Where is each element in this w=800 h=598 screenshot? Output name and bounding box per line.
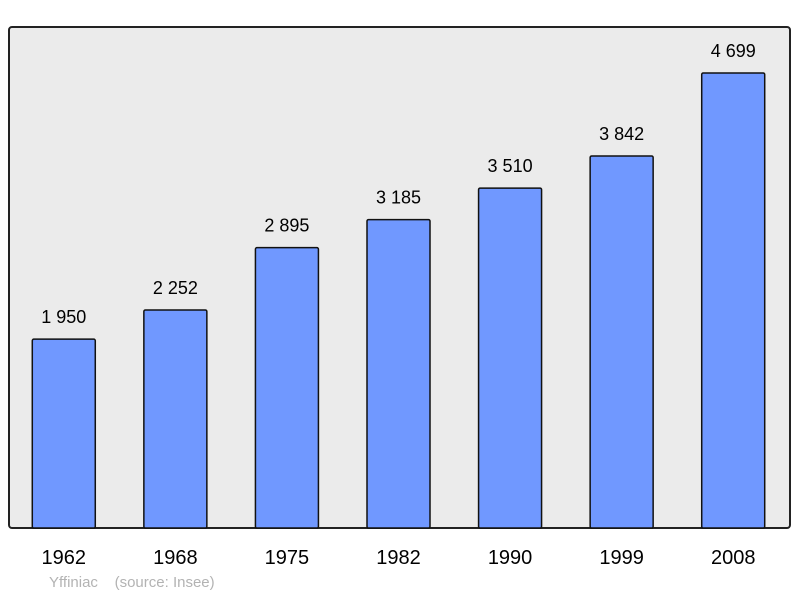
bar-1982 [366, 218, 431, 529]
bar-1999 [589, 155, 654, 529]
data-label-1990: 3 510 [488, 156, 533, 176]
x-tick-label-2008: 2008 [711, 547, 756, 569]
data-label-1999: 3 842 [599, 124, 644, 144]
x-tick-label-1962: 1962 [42, 547, 87, 569]
source-note: (source: Insee) [114, 574, 215, 591]
x-tick-label-1982: 1982 [376, 547, 421, 569]
bar-1968 [143, 309, 208, 529]
data-label-1982: 3 185 [376, 188, 421, 208]
bar-1962 [31, 338, 97, 529]
x-tick-label-1968: 1968 [153, 547, 198, 569]
place-name: Yffiniac [49, 574, 98, 591]
data-label-1975: 2 895 [264, 216, 309, 236]
chart-footer: Yffiniac (source: Insee) [49, 574, 215, 591]
x-tick-label-1990: 1990 [488, 547, 533, 569]
data-label-2008: 4 699 [711, 41, 756, 61]
data-label-1962: 1 950 [41, 307, 86, 327]
bar-2008 [700, 72, 766, 529]
x-tick-label-1999: 1999 [599, 547, 644, 569]
x-tick-label-1975: 1975 [265, 547, 310, 569]
bar-1975 [254, 246, 320, 529]
data-label-1968: 2 252 [153, 278, 198, 298]
bar-1990 [477, 187, 543, 529]
